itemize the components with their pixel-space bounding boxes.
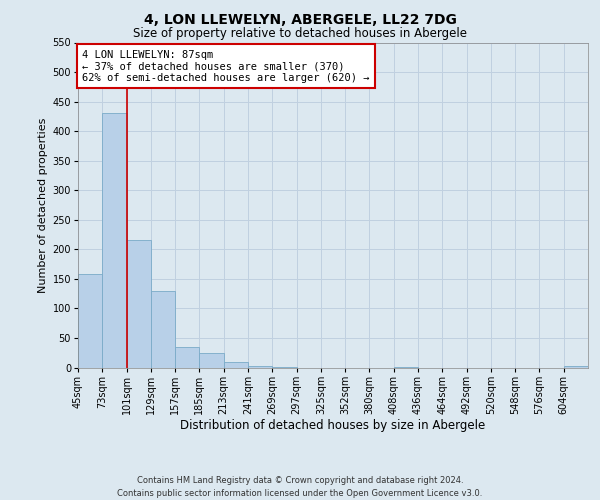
- Bar: [78, 274, 102, 368]
- Bar: [224, 362, 248, 368]
- Bar: [199, 352, 224, 368]
- Text: 4 LON LLEWELYN: 87sqm
← 37% of detached houses are smaller (370)
62% of semi-det: 4 LON LLEWELYN: 87sqm ← 37% of detached …: [82, 50, 370, 83]
- Text: 4, LON LLEWELYN, ABERGELE, LL22 7DG: 4, LON LLEWELYN, ABERGELE, LL22 7DG: [143, 12, 457, 26]
- Bar: [151, 290, 175, 368]
- Bar: [272, 367, 296, 368]
- X-axis label: Distribution of detached houses by size in Abergele: Distribution of detached houses by size …: [181, 420, 485, 432]
- Bar: [102, 114, 127, 368]
- Text: Contains HM Land Registry data © Crown copyright and database right 2024.
Contai: Contains HM Land Registry data © Crown c…: [118, 476, 482, 498]
- Bar: [175, 348, 199, 368]
- Bar: [564, 366, 588, 368]
- Bar: [248, 366, 272, 368]
- Bar: [127, 240, 151, 368]
- Text: Size of property relative to detached houses in Abergele: Size of property relative to detached ho…: [133, 28, 467, 40]
- Bar: [394, 367, 418, 368]
- Y-axis label: Number of detached properties: Number of detached properties: [38, 118, 48, 292]
